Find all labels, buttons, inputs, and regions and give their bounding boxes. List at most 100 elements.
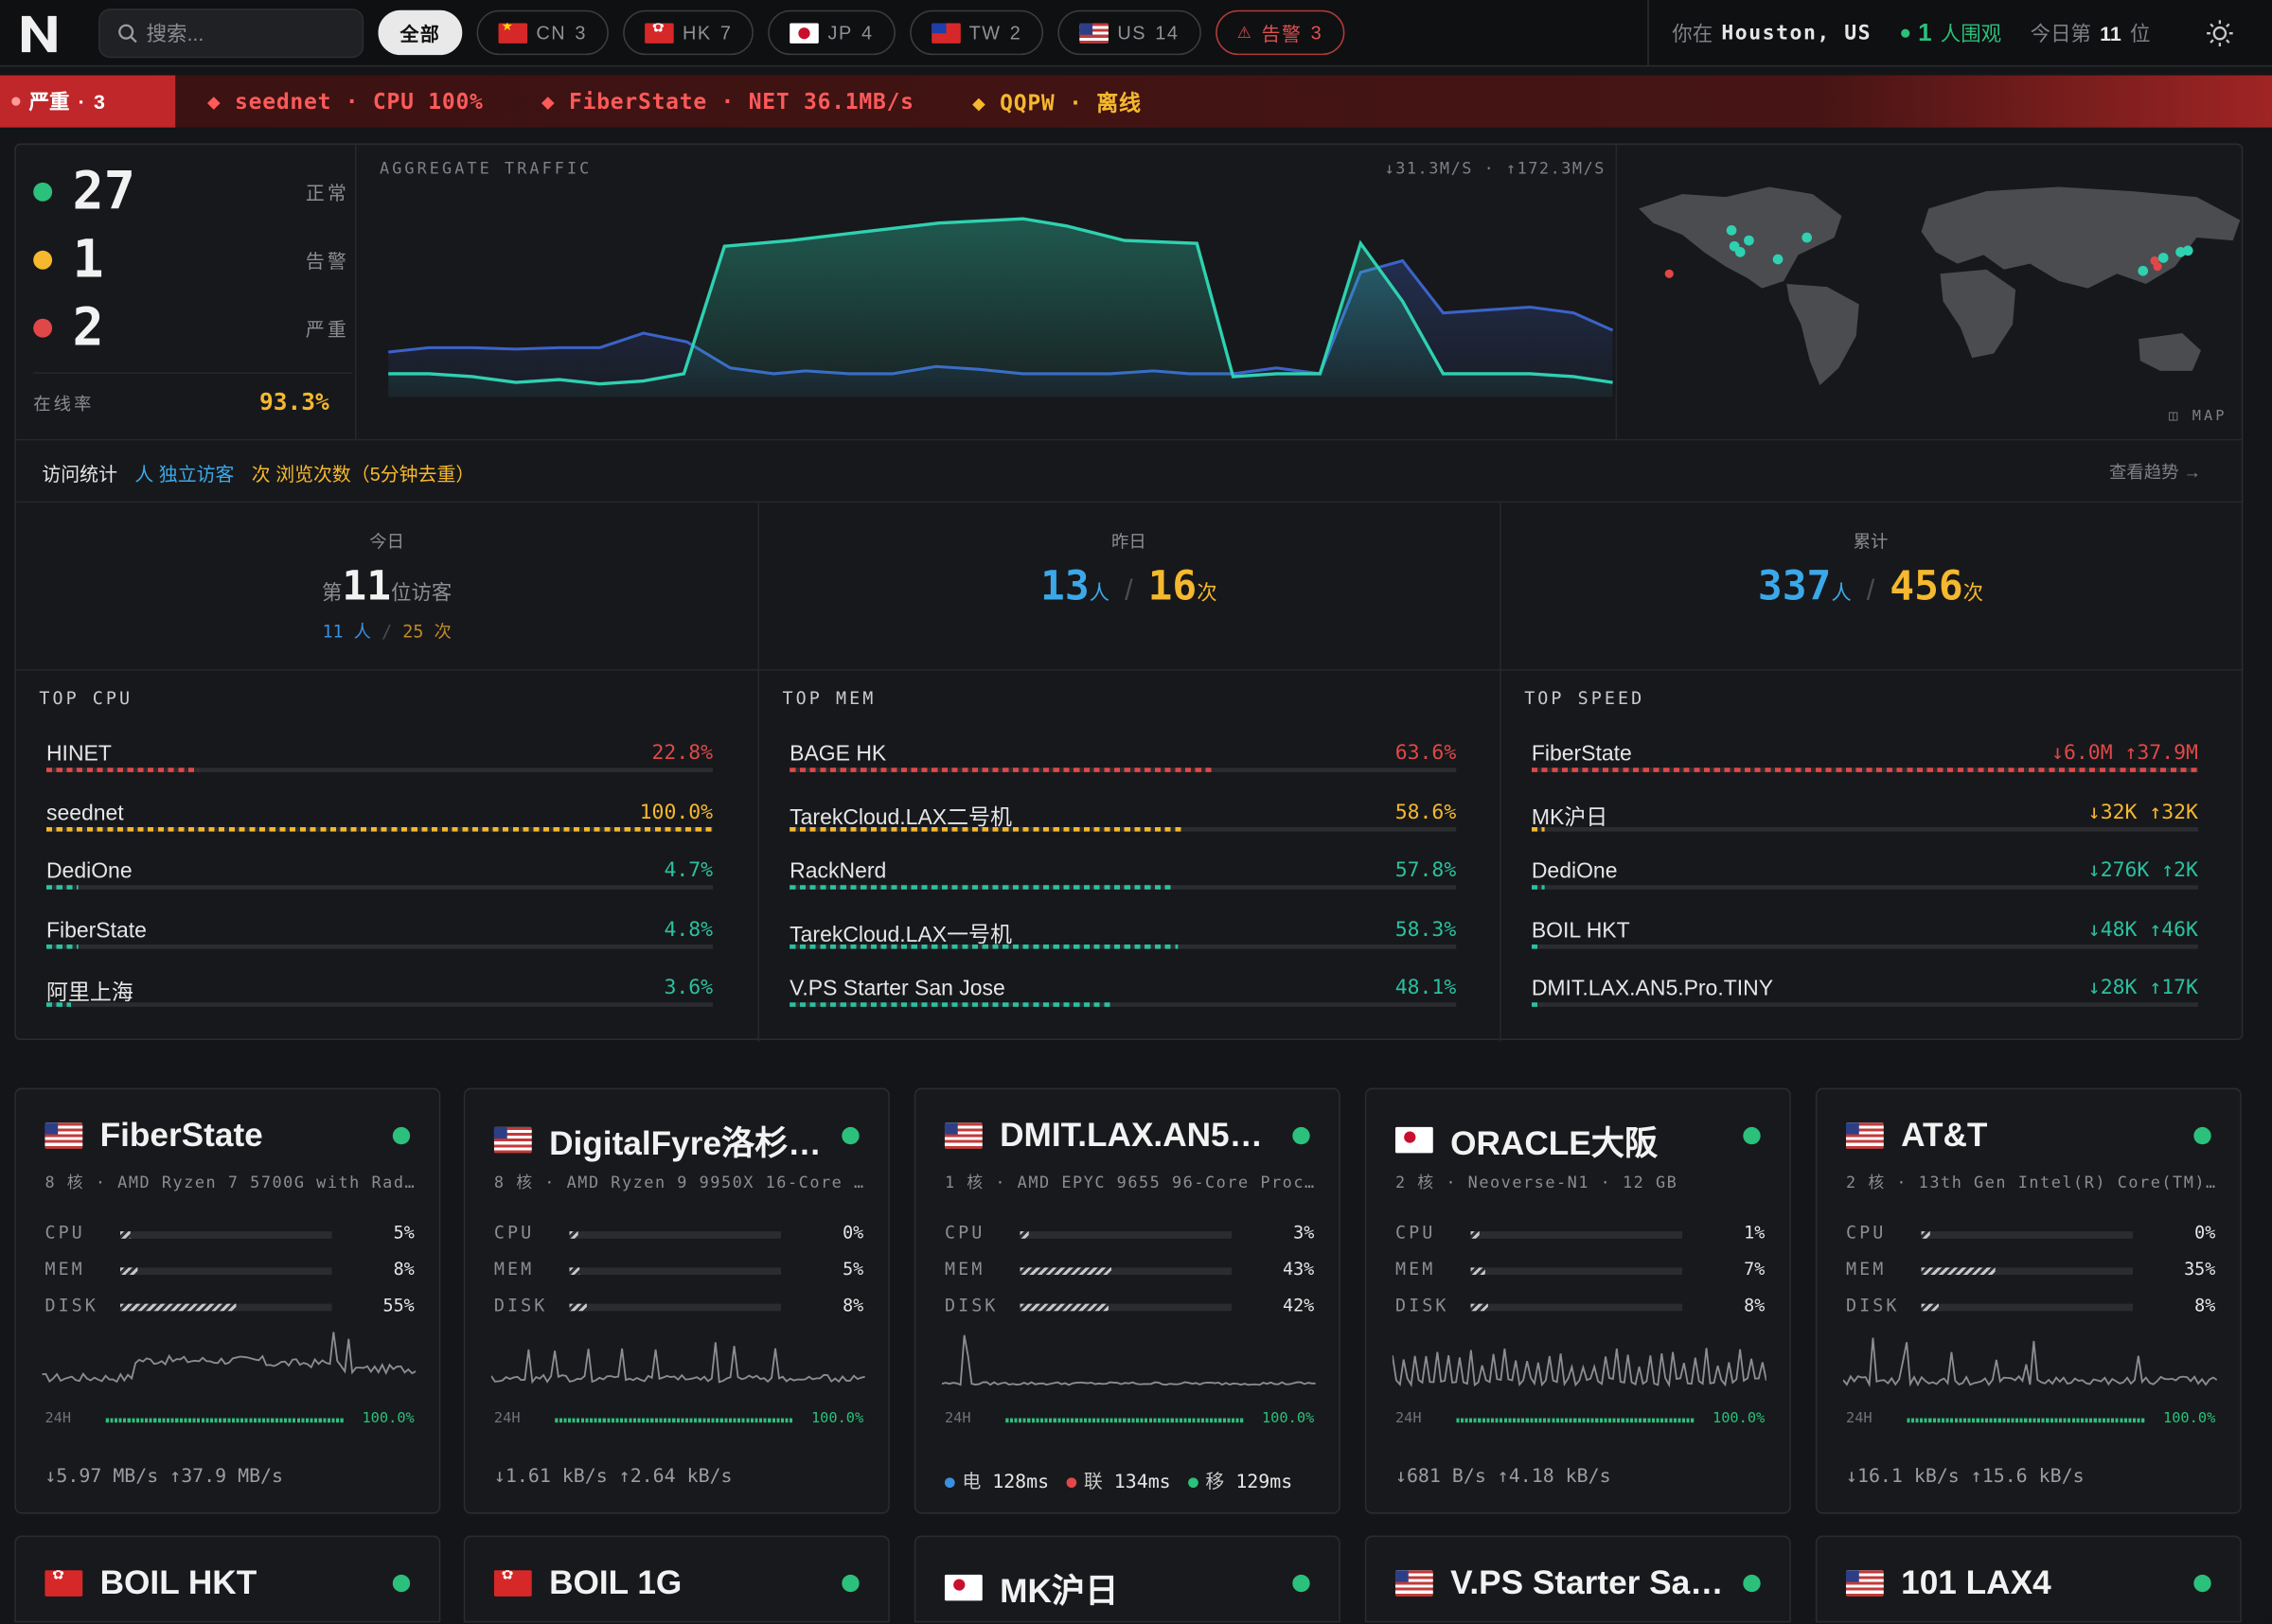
chip-hk[interactable]: HK 7 <box>623 9 754 56</box>
severity-label: 严重 <box>28 89 70 114</box>
chip-count: 3 <box>1310 21 1323 44</box>
latency-dot <box>1066 1477 1077 1489</box>
latency-label: 电 <box>962 1472 982 1494</box>
top-list-row[interactable]: BOIL HKT ↓48K ↑46K <box>1518 894 2213 953</box>
visits-yesterday: 昨日 13人 / 16次 <box>758 529 1500 610</box>
ticker-item[interactable]: ◆ QQPW · 离线 <box>971 89 1142 115</box>
latency-value: 134ms <box>1113 1472 1171 1494</box>
view-trend-link[interactable]: 查看趋势 → <box>2109 462 2201 483</box>
server-map[interactable]: ◫ MAP <box>1624 150 2242 432</box>
hk-flag-icon <box>44 1569 83 1597</box>
metric-value: 3% <box>1293 1222 1315 1244</box>
total-people: 337 <box>1757 561 1832 610</box>
server-card[interactable]: MK沪日 <box>914 1535 1340 1623</box>
rank-prefix: 今日第 <box>2030 21 2091 45</box>
metric-bar-fill <box>1921 1303 1939 1312</box>
chip-alert[interactable]: ⚠ 告警 3 <box>1215 9 1345 56</box>
warning-dot <box>33 250 53 270</box>
progress-track <box>1531 1002 2198 1007</box>
top-list-row[interactable]: 阿里上海 3.6% <box>32 953 728 1012</box>
server-card[interactable]: BOIL HKT <box>14 1535 441 1623</box>
total-views: 456 <box>1890 561 1963 610</box>
top-list-row[interactable]: TarekCloud.LAX二号机 58.6% <box>775 777 1471 836</box>
server-name: MK沪日 <box>1531 804 1608 830</box>
metric-bar <box>1020 1303 1233 1312</box>
server-card[interactable]: ORACLE大阪 2 核 · Neoverse-N1 · 12 GB CPU 1% ME… <box>1364 1087 1791 1514</box>
server-name: BOIL HKT <box>99 1562 257 1601</box>
top-list-row[interactable]: MK沪日 ↓32K ↑32K <box>1518 777 2213 836</box>
severity-badge[interactable]: 严重 · 3 <box>0 75 176 128</box>
metric-value: 8% <box>1744 1295 1766 1315</box>
latency-item: 电 128ms <box>944 1472 1049 1494</box>
metric-bar <box>120 1231 332 1239</box>
card-header: MK沪日 <box>944 1563 1118 1613</box>
chip-all[interactable]: 全部 <box>378 9 463 56</box>
divider <box>1615 145 1618 439</box>
normal-count: 27 <box>72 162 135 222</box>
severity-dot <box>11 97 21 106</box>
top-list-row[interactable]: seednet 100.0% <box>32 777 728 836</box>
top-list-row[interactable]: FiberState 4.8% <box>32 894 728 953</box>
progress-fill <box>45 1002 71 1007</box>
uptime-bar <box>1005 1418 1244 1423</box>
visitor-info: 你在 Houston, US 1 人围观 今日第 11 位 <box>1647 0 2272 67</box>
progress-track <box>1531 768 2198 772</box>
top-list-row[interactable]: DediOne ↓276K ↑2K <box>1518 836 2213 894</box>
latency-label: 移 <box>1205 1472 1225 1494</box>
visits-total: 累计 337人 / 456次 <box>1500 529 2242 610</box>
metric-bar-fill <box>569 1303 587 1312</box>
server-card[interactable]: DigitalFyre洛杉… 8 核 · AMD Ryzen 9 9950X 16… <box>463 1087 890 1514</box>
server-card[interactable]: AT&T 2 核 · 13th Gen Intel(R) Core(TM)… CPU… <box>1815 1087 2242 1514</box>
top-list-row[interactable]: BAGE HK 63.6% <box>775 718 1471 777</box>
metric-value: 0% <box>843 1222 864 1244</box>
server-card[interactable]: 101 LAX4 <box>1815 1535 2242 1623</box>
progress-track <box>45 944 714 948</box>
top-list-row[interactable]: DediOne 4.7% <box>32 836 728 894</box>
progress-track <box>790 944 1457 948</box>
card-header: FiberState <box>44 1116 410 1155</box>
metric-label: DISK <box>493 1295 548 1315</box>
latency-value: 129ms <box>1235 1472 1293 1494</box>
top-list-row[interactable]: RackNerd 57.8% <box>775 836 1471 894</box>
progress-fill <box>1531 826 1545 831</box>
server-name: FiberState <box>45 917 147 943</box>
server-card[interactable]: V.PS Starter Sa… <box>1364 1535 1791 1623</box>
logo[interactable] <box>19 10 60 54</box>
metric-value: 5% <box>843 1259 864 1280</box>
chip-us[interactable]: US 14 <box>1057 9 1201 56</box>
status-warning[interactable]: 1 告警 <box>33 230 349 290</box>
visitor-location: Houston, US <box>1721 21 1873 45</box>
ticker-item[interactable]: ◆ seednet · CPU 100% <box>206 88 484 115</box>
chip-jp[interactable]: JP 4 <box>768 9 896 56</box>
status-critical[interactable]: 2 严重 <box>33 298 349 358</box>
top-list-row[interactable]: HINET 22.8% <box>32 718 728 777</box>
server-spec: 8 核 · AMD Ryzen 7 5700G with Rad… <box>44 1173 415 1192</box>
status-normal[interactable]: 27 正常 <box>33 162 349 221</box>
top-list-row[interactable]: TarekCloud.LAX一号机 58.3% <box>775 894 1471 953</box>
progress-fill <box>1531 944 1542 948</box>
top-list-row[interactable]: FiberState ↓6.0M ↑37.9M <box>1518 718 2213 777</box>
metric-bar <box>1921 1303 2134 1312</box>
server-card[interactable]: DMIT.LAX.AN5… 1 核 · AMD EPYC 9655 96-Core… <box>914 1087 1340 1514</box>
progress-fill <box>1531 1002 1542 1007</box>
server-card[interactable]: BOIL 1G <box>463 1535 890 1623</box>
search-input[interactable]: 搜索... <box>98 9 364 59</box>
metric-bar <box>120 1303 332 1312</box>
chip-label: JP <box>827 21 853 44</box>
theme-toggle-icon[interactable] <box>2206 19 2235 48</box>
network-speed: ↓1.61 kB/s ↑2.64 kB/s <box>493 1466 733 1489</box>
top-list-row[interactable]: V.PS Starter San Jose 48.1% <box>775 953 1471 1012</box>
server-card[interactable]: FiberState 8 核 · AMD Ryzen 7 5700G with R… <box>14 1087 441 1514</box>
metric-value: ↓276K ↑2K <box>2087 858 2198 883</box>
progress-track <box>45 826 714 831</box>
cn-flag-icon <box>498 22 528 44</box>
metric-bar-fill <box>1470 1231 1480 1239</box>
metric-bar-fill <box>1020 1303 1109 1312</box>
chip-cn[interactable]: CN 3 <box>476 9 609 56</box>
metric-disk: DISK 8% <box>494 1292 863 1321</box>
chip-count: 2 <box>1009 21 1022 44</box>
top-list-row[interactable]: DMIT.LAX.AN5.Pro.TINY ↓28K ↑17K <box>1518 953 2213 1012</box>
ticker-item[interactable]: ◆ FiberState · NET 36.1MB/s <box>541 88 914 115</box>
chip-tw[interactable]: TW 2 <box>909 9 1044 56</box>
metric-bar-fill <box>1470 1303 1488 1312</box>
